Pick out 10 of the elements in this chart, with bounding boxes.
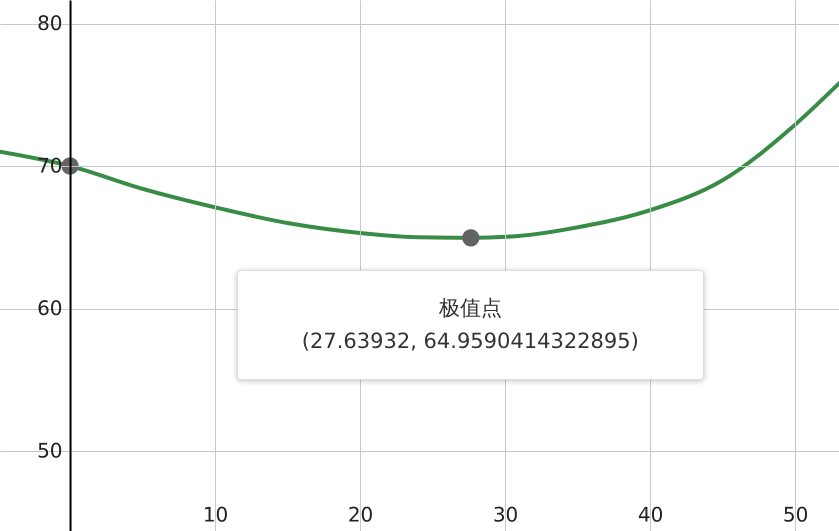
x-tick-label: 10: [202, 502, 228, 526]
x-tick-label: 40: [638, 502, 664, 526]
x-tick-label: 50: [782, 502, 808, 526]
callout-box: 极值点 (27.63932, 64.9590414322895): [236, 270, 704, 380]
annotation: 极值点 (27.63932, 64.9590414322895): [300, 295, 640, 355]
x-tick-label: 30: [492, 502, 518, 526]
y-tick-label: 60: [37, 296, 63, 320]
x-tick-label: 20: [348, 502, 374, 526]
y-tick-label: 80: [37, 11, 63, 36]
y-tick-label: 50: [37, 438, 63, 463]
